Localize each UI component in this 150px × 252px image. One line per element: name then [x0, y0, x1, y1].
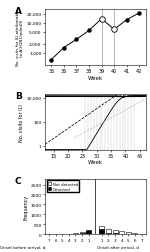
Bar — [99, 229, 104, 234]
Bar — [113, 230, 118, 234]
Bar — [86, 231, 91, 234]
Bar — [80, 233, 84, 234]
Bar — [113, 233, 118, 234]
Text: A: A — [15, 7, 22, 16]
Text: C: C — [15, 176, 21, 185]
Bar — [80, 232, 84, 234]
Bar — [86, 230, 91, 234]
Y-axis label: No. visits for ILI attributable
to A(H1N1)pdm09: No. visits for ILI attributable to A(H1N… — [16, 10, 24, 66]
Text: Onset before arrival, d: Onset before arrival, d — [0, 245, 46, 249]
Legend: Not detected, Detected: Not detected, Detected — [47, 181, 79, 193]
Bar — [73, 233, 78, 234]
Y-axis label: No. visits for ILI: No. visits for ILI — [19, 103, 24, 141]
Bar — [106, 233, 111, 234]
Text: B: B — [15, 92, 22, 101]
Bar — [119, 231, 124, 234]
Bar — [106, 229, 111, 234]
Bar — [126, 232, 131, 234]
X-axis label: Week: Week — [88, 160, 103, 165]
Y-axis label: Frequency: Frequency — [23, 194, 28, 219]
Bar — [132, 233, 137, 234]
X-axis label: Week: Week — [88, 75, 103, 80]
Text: Onset after arrival, d: Onset after arrival, d — [98, 245, 139, 249]
Bar — [99, 227, 104, 234]
